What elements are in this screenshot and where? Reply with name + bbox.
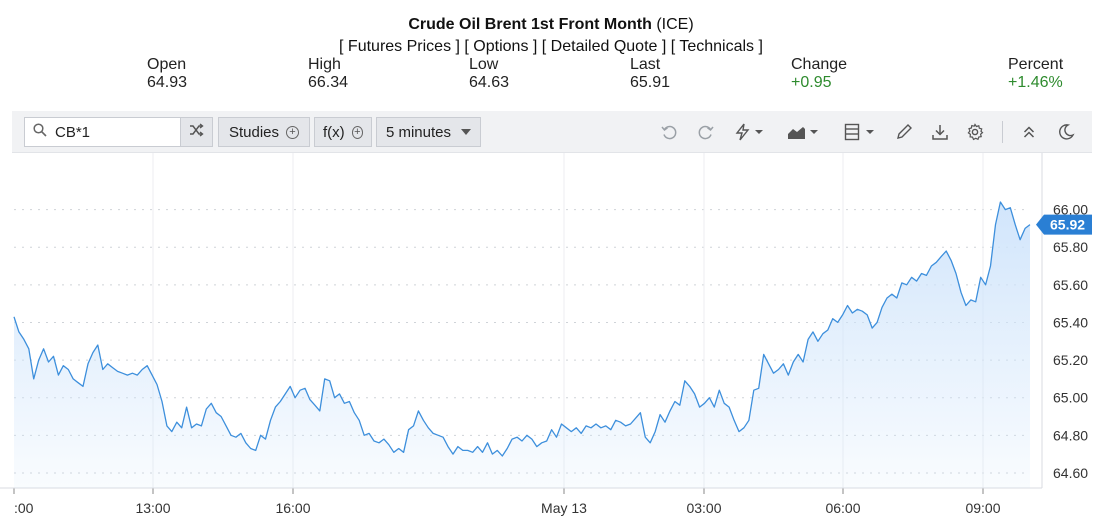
search-icon (33, 122, 47, 142)
last-stat: Last 65.91 (630, 56, 670, 92)
instrument-title: Crude Oil Brent 1st Front Month (ICE) (0, 14, 1102, 36)
price-series-line (13, 201, 1031, 457)
lightning-icon[interactable] (732, 121, 770, 143)
options-link[interactable]: [ Options ] (464, 38, 538, 55)
y-tick-label: 65.80 (1053, 239, 1088, 255)
x-tick-label: 16:00 (275, 500, 310, 516)
symbol-input[interactable] (55, 123, 175, 141)
interval-label: 5 minutes (385, 123, 452, 141)
x-tick-label: 09:00 (965, 500, 1000, 516)
price-area-fill (14, 202, 1030, 488)
percent-stat: Percent +1.46% (1008, 56, 1063, 92)
x-tick-label: 03:00 (686, 500, 721, 516)
functions-button[interactable]: f(x) + (314, 117, 372, 147)
pencil-icon[interactable] (892, 121, 916, 143)
y-tick-label: 65.60 (1053, 277, 1088, 293)
change-stat: Change +0.95 (791, 56, 847, 92)
redo-icon[interactable] (694, 121, 718, 143)
y-tick-label: 64.60 (1053, 465, 1088, 481)
moon-icon[interactable] (1054, 121, 1078, 143)
futures-prices-link[interactable]: [ Futures Prices ] (339, 38, 460, 55)
chart-toolbar: Studies + f(x) + 5 minutes (12, 111, 1092, 153)
percent-value: +1.46% (1008, 74, 1063, 91)
undo-icon[interactable] (657, 121, 681, 143)
studies-label: Studies (228, 123, 280, 141)
quote-header: Crude Oil Brent 1st Front Month (ICE) [ … (0, 14, 1102, 58)
open-stat: Open 64.93 (147, 56, 187, 92)
functions-label: f(x) (323, 123, 345, 141)
open-label: Open (147, 56, 187, 73)
compare-button[interactable] (180, 117, 213, 147)
toolbar-divider (1002, 121, 1003, 143)
x-tick-label: 06:00 (825, 500, 860, 516)
double-chevron-up-icon[interactable] (1017, 121, 1041, 143)
high-label: High (308, 56, 341, 73)
technicals-link[interactable]: [ Technicals ] (670, 38, 763, 55)
plus-circle-icon: + (351, 125, 363, 139)
gear-icon[interactable] (963, 121, 987, 143)
y-tick-label: 65.40 (1053, 314, 1088, 330)
x-tick-label: 13:00 (135, 500, 170, 516)
high-value: 66.34 (308, 74, 349, 91)
shuffle-icon (189, 123, 204, 141)
detailed-quote-link[interactable]: [ Detailed Quote ] (541, 38, 667, 55)
x-tick-label: May 13 (541, 500, 587, 516)
price-chart-svg[interactable]: 66.00 65.80 65.60 65.40 65.20 65.00 64.80 64.60… (0, 153, 1102, 519)
download-icon[interactable] (928, 121, 952, 143)
exchange-label: (ICE) (656, 16, 694, 33)
chevron-down-icon (461, 129, 472, 135)
percent-label: Percent (1008, 56, 1064, 73)
price-chart[interactable]: 66.00 65.80 65.60 65.40 65.20 65.00 64.80 64.60… (0, 153, 1102, 519)
low-value: 64.63 (469, 74, 510, 91)
plus-circle-icon: + (286, 125, 300, 139)
y-tick-label: 64.80 (1053, 427, 1088, 443)
low-stat: Low 64.63 (469, 56, 509, 92)
last-price-badge (1036, 214, 1092, 235)
area-chart-icon[interactable] (785, 121, 823, 143)
instrument-name: Crude Oil Brent 1st Front Month (408, 16, 652, 33)
y-tick-label: 65.20 (1053, 352, 1088, 368)
change-value: +0.95 (791, 74, 832, 91)
last-label: Last (630, 56, 661, 73)
quote-links: [ Futures Prices ] [ Options ] [ Detaile… (0, 36, 1102, 58)
layout-icon[interactable] (842, 121, 880, 143)
change-label: Change (791, 56, 848, 73)
low-label: Low (469, 56, 499, 73)
interval-dropdown[interactable]: 5 minutes (376, 117, 481, 147)
open-value: 64.93 (147, 74, 188, 91)
last-value: 65.91 (630, 74, 671, 91)
y-tick-label: 66.00 (1053, 202, 1088, 218)
high-stat: High 66.34 (308, 56, 348, 92)
symbol-search-box[interactable] (24, 117, 188, 147)
y-tick-label: 65.00 (1053, 390, 1088, 406)
x-tick-label: :00 (14, 500, 34, 516)
last-price-label: 65.92 (1050, 217, 1085, 233)
studies-button[interactable]: Studies + (218, 117, 310, 147)
